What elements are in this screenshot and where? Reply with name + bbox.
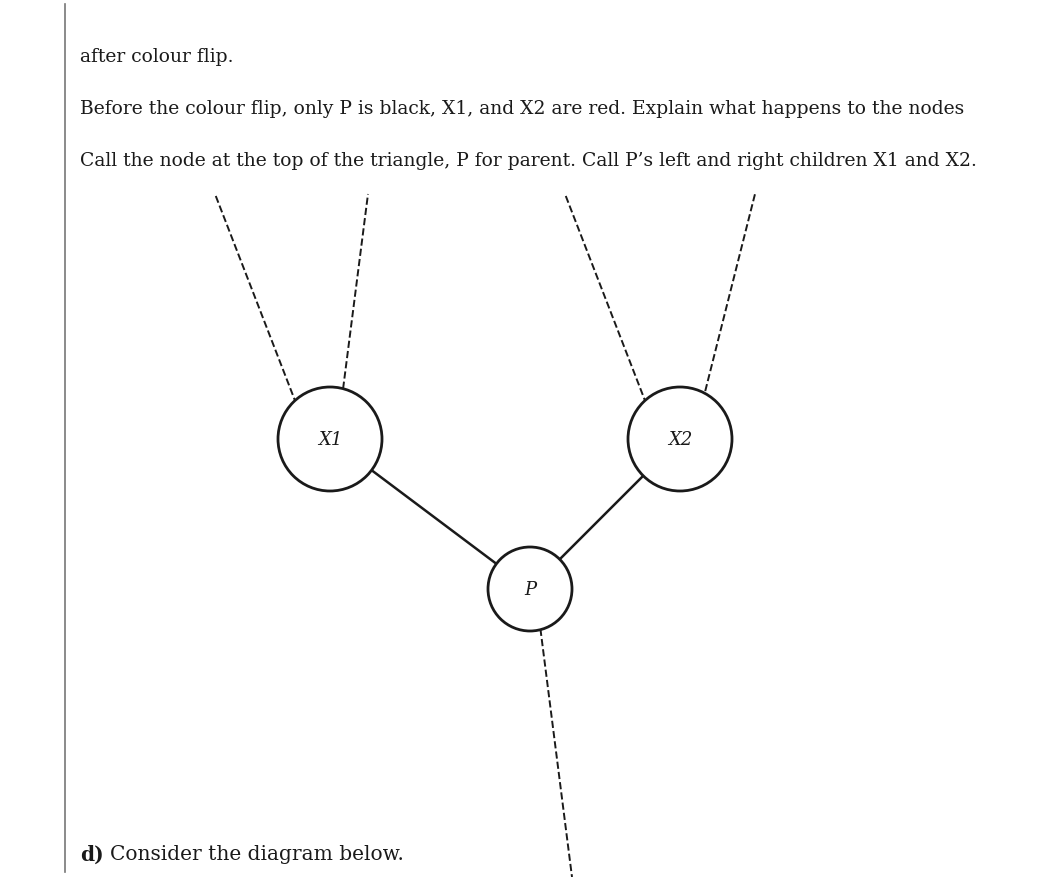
Text: P: P	[524, 581, 536, 598]
Circle shape	[488, 547, 572, 631]
Text: Consider the diagram below.: Consider the diagram below.	[110, 844, 404, 863]
Text: after colour flip.: after colour flip.	[80, 48, 234, 66]
Circle shape	[278, 388, 382, 491]
Text: Before the colour flip, only P is black, X1, and X2 are red. Explain what happen: Before the colour flip, only P is black,…	[80, 100, 964, 118]
Circle shape	[628, 388, 732, 491]
Text: Call the node at the top of the triangle, P for parent. Call P’s left and right : Call the node at the top of the triangle…	[80, 152, 977, 170]
Text: X2: X2	[668, 431, 693, 448]
Text: X1: X1	[318, 431, 342, 448]
Text: d): d)	[80, 844, 104, 864]
